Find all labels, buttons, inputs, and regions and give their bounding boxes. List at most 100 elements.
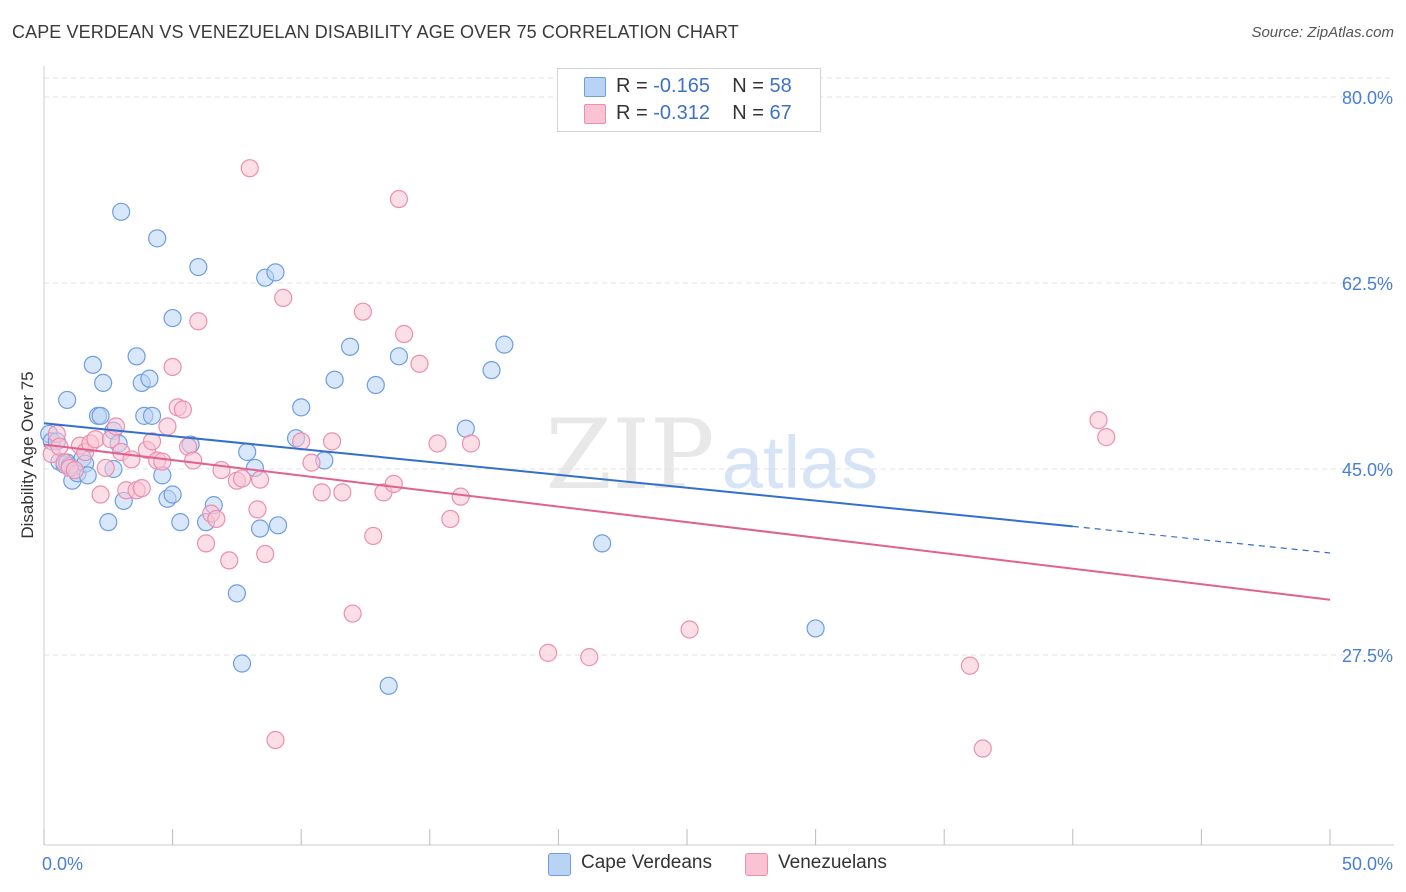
venezuelan-point xyxy=(410,354,429,373)
cape-verdean-point xyxy=(142,406,162,425)
bottom-legend-swatch-blue xyxy=(548,853,571,876)
cape-verdean-point xyxy=(112,202,131,221)
legend-n-value: 58 xyxy=(769,75,792,97)
venezuelan-point xyxy=(960,656,980,675)
stats-legend: R = -0.165 N = 58 R = -0.312 N = 67 xyxy=(557,68,821,132)
venezuelan-point xyxy=(189,312,208,331)
bottom-legend-label: Cape Verdeans xyxy=(581,852,712,873)
venezuelan-point xyxy=(343,604,362,623)
cape-verdean-point xyxy=(250,519,270,538)
venezuelan-point xyxy=(1097,428,1116,447)
venezuelan-point xyxy=(232,469,252,488)
cape-verdean-point xyxy=(91,406,110,425)
cape-verdean-point xyxy=(99,513,118,532)
legend-r-label: R = xyxy=(616,75,648,97)
venezuelan-point xyxy=(153,452,172,471)
cape-verdean-point xyxy=(58,390,77,410)
venezuelan-point xyxy=(394,324,414,344)
venezuelan-point xyxy=(322,432,342,451)
watermark-atlas: atlas xyxy=(722,421,878,504)
cape-verdean-point xyxy=(482,361,501,380)
legend-n-value: 67 xyxy=(769,102,792,124)
cape-verdean-point xyxy=(366,375,385,395)
venezuelan-point xyxy=(274,288,293,307)
cape-verdean-point xyxy=(238,442,257,462)
legend-swatch-blue xyxy=(584,77,606,97)
cape-verdean-point xyxy=(94,373,113,393)
legend-r-value: -0.165 xyxy=(653,75,710,97)
venezuelan-point xyxy=(680,620,699,639)
venezuelan-point xyxy=(220,551,239,570)
source-label: Source: ZipAtlas.com xyxy=(1251,24,1394,41)
cape-verdean-point xyxy=(806,619,825,638)
y-tick-label: 45.0% xyxy=(1342,460,1393,480)
venezuelan-point xyxy=(973,739,992,758)
venezuelan-point xyxy=(384,474,403,493)
cape-verdean-point xyxy=(227,584,246,603)
venezuelan-point xyxy=(173,400,192,419)
legend-n-label: N = xyxy=(732,75,764,97)
y-tick-label: 80.0% xyxy=(1342,88,1393,108)
venezuelan-point xyxy=(163,357,182,377)
watermark-zip: ZIP xyxy=(545,399,714,511)
cape-verdean-trend-line xyxy=(43,422,1073,528)
venezuelan-trend-line xyxy=(43,443,1331,601)
legend-r-value: -0.312 xyxy=(653,102,710,124)
cape-verdean-point xyxy=(340,337,360,356)
venezuelan-point xyxy=(461,434,481,453)
venezuelan-point xyxy=(1089,411,1108,430)
venezuelan-point xyxy=(96,458,115,478)
venezuelan-point xyxy=(184,451,203,470)
cape-verdean-point xyxy=(189,257,208,277)
venezuelan-point xyxy=(441,509,460,529)
cape-verdean-point xyxy=(325,370,344,389)
cape-verdean-point xyxy=(127,347,146,366)
venezuelan-point xyxy=(292,432,311,451)
cape-verdean-point xyxy=(163,485,182,504)
x-tick-label-max: 50.0% xyxy=(1342,854,1393,874)
venezuelan-point xyxy=(451,487,470,506)
venezuelan-point xyxy=(333,483,352,502)
venezuelan-point xyxy=(256,544,275,564)
x-tick-label-min: 0.0% xyxy=(42,854,83,874)
cape-verdean-trend-extension xyxy=(1072,525,1331,554)
venezuelan-point xyxy=(240,159,259,178)
venezuelan-point xyxy=(580,648,599,667)
cape-verdean-point xyxy=(171,513,190,532)
legend-n-label: N = xyxy=(732,102,764,124)
venezuelan-point xyxy=(106,417,126,436)
venezuelan-point xyxy=(248,500,267,519)
cape-verdean-point xyxy=(232,654,252,673)
cape-verdean-point xyxy=(389,347,409,366)
chart-title: CAPE VERDEAN VS VENEZUELAN DISABILITY AG… xyxy=(12,22,739,42)
cape-verdean-point xyxy=(83,355,102,374)
venezuelan-point xyxy=(302,453,321,472)
y-tick-label: 27.5% xyxy=(1342,646,1393,666)
cape-verdean-point xyxy=(593,534,612,553)
venezuelan-point xyxy=(158,417,177,436)
cape-verdean-point xyxy=(266,263,285,282)
venezuelan-point xyxy=(539,643,558,662)
venezuelan-point xyxy=(142,432,162,451)
bottom-legend-swatch-pink xyxy=(745,853,768,876)
cape-verdean-point xyxy=(140,369,159,388)
cape-verdean-point xyxy=(495,335,514,354)
legend-swatch-pink xyxy=(584,104,606,124)
venezuelan-point xyxy=(207,509,226,529)
venezuelan-point xyxy=(91,485,110,504)
venezuelan-point xyxy=(212,460,231,480)
venezuelan-point xyxy=(266,730,285,750)
venezuelan-point xyxy=(250,470,270,489)
legend-r-label: R = xyxy=(616,102,648,124)
cape-verdean-point xyxy=(268,516,288,535)
venezuelan-point xyxy=(196,534,216,553)
venezuelan-point xyxy=(353,302,373,321)
cape-verdean-point xyxy=(292,398,311,417)
venezuelan-point xyxy=(364,526,383,546)
venezuelan-point xyxy=(389,189,409,209)
venezuelan-point xyxy=(65,460,84,480)
venezuelan-point xyxy=(428,434,447,453)
cape-verdean-point xyxy=(163,308,182,328)
venezuelan-point xyxy=(86,430,105,449)
